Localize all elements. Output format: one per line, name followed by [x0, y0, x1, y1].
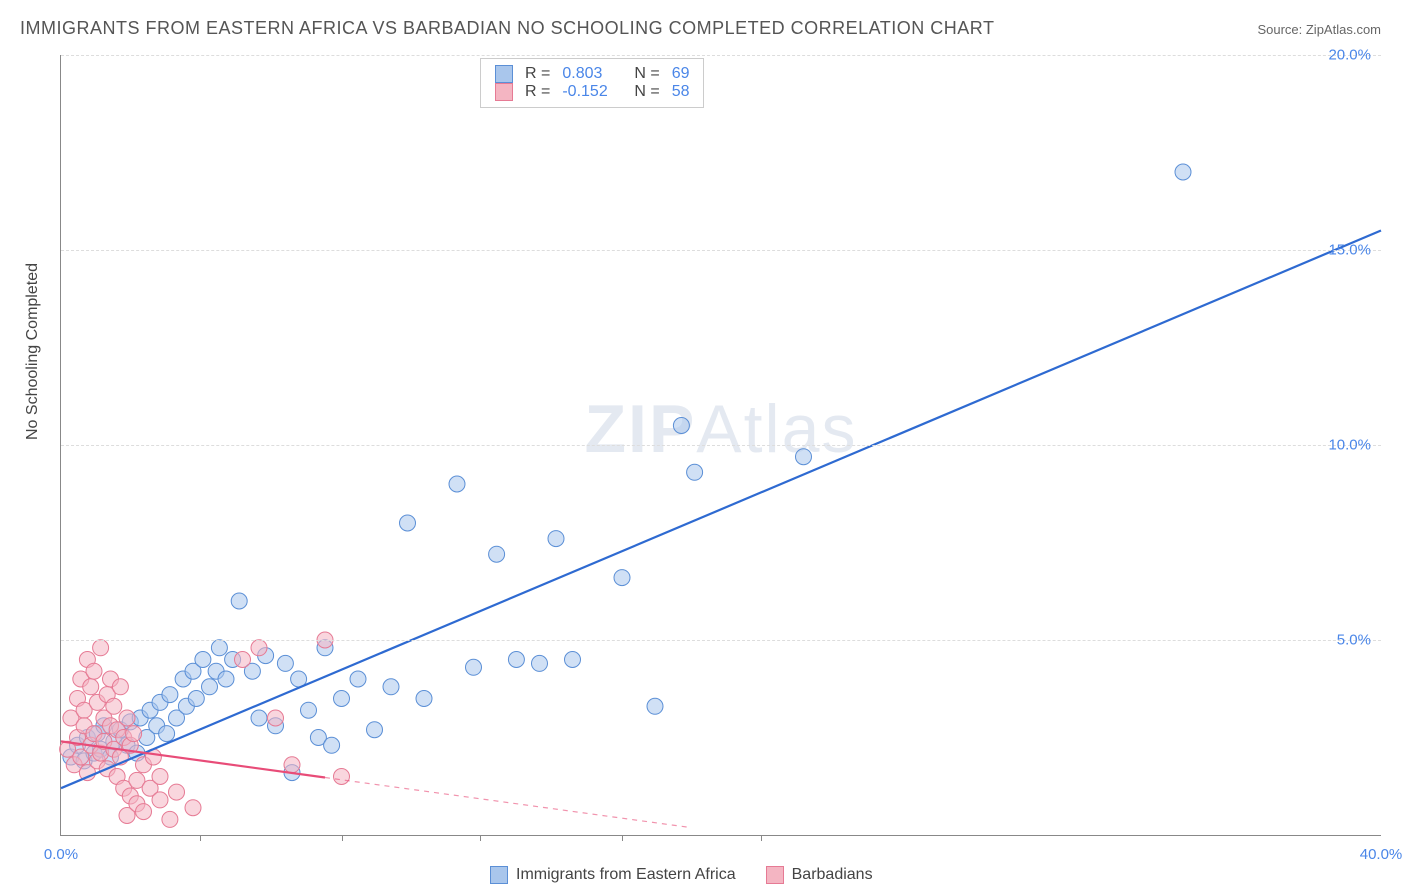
data-point [334, 691, 350, 707]
trend-line [61, 231, 1381, 789]
data-point [416, 691, 432, 707]
data-point [383, 679, 399, 695]
data-point [119, 710, 135, 726]
data-point [334, 769, 350, 785]
gridline [61, 250, 1381, 251]
data-point [508, 652, 524, 668]
data-point [548, 531, 564, 547]
x-tick-mark [622, 835, 623, 841]
data-point [647, 698, 663, 714]
legend-swatch [490, 866, 508, 884]
data-point [614, 570, 630, 586]
data-point [83, 679, 99, 695]
data-point [1175, 164, 1191, 180]
y-tick-label: 5.0% [1337, 632, 1371, 649]
data-point [277, 655, 293, 671]
data-point [350, 671, 366, 687]
x-tick-mark [480, 835, 481, 841]
data-point [211, 640, 227, 656]
legend-label: Immigrants from Eastern Africa [516, 866, 736, 884]
data-point [231, 593, 247, 609]
data-point [106, 698, 122, 714]
y-axis-label: No Schooling Completed [24, 263, 42, 440]
legend-item: Barbadians [766, 866, 873, 884]
legend-swatch [495, 65, 513, 83]
source-label: Source: ZipAtlas.com [1257, 22, 1381, 37]
data-point [86, 663, 102, 679]
data-point [185, 800, 201, 816]
data-point [673, 418, 689, 434]
legend-correlation: R = 0.803 N = 69 R = -0.152 N = 58 [480, 58, 704, 108]
data-point [251, 640, 267, 656]
data-point [202, 679, 218, 695]
x-tick-label: 40.0% [1360, 846, 1403, 863]
data-point [324, 737, 340, 753]
legend-item: Immigrants from Eastern Africa [490, 866, 736, 884]
data-point [268, 710, 284, 726]
gridline [61, 640, 1381, 641]
gridline [61, 55, 1381, 56]
legend-row: R = 0.803 N = 69 [495, 65, 689, 83]
legend-swatch [495, 83, 513, 101]
data-point [796, 449, 812, 465]
data-point [400, 515, 416, 531]
legend-n-label: N = [634, 65, 659, 83]
data-point [367, 722, 383, 738]
data-point [235, 652, 251, 668]
x-tick-mark [342, 835, 343, 841]
data-point [532, 655, 548, 671]
legend-swatch [766, 866, 784, 884]
data-point [152, 769, 168, 785]
data-point [188, 691, 204, 707]
legend-n-value: 69 [672, 65, 690, 83]
data-point [301, 702, 317, 718]
data-point [466, 659, 482, 675]
legend-row: R = -0.152 N = 58 [495, 83, 689, 101]
data-point [112, 679, 128, 695]
data-point [126, 726, 142, 742]
data-point [195, 652, 211, 668]
legend-r-label: R = [525, 83, 550, 101]
legend-n-label: N = [634, 83, 659, 101]
legend-series: Immigrants from Eastern Africa Barbadians [490, 866, 873, 884]
y-tick-label: 20.0% [1328, 47, 1371, 64]
legend-n-value: 58 [672, 83, 690, 101]
data-point [136, 804, 152, 820]
x-tick-mark [200, 835, 201, 841]
data-point [162, 687, 178, 703]
data-point [218, 671, 234, 687]
data-point [489, 546, 505, 562]
legend-label: Barbadians [792, 866, 873, 884]
data-point [159, 726, 175, 742]
y-tick-label: 10.0% [1328, 437, 1371, 454]
legend-r-value: 0.803 [562, 65, 622, 83]
plot-area: ZIPAtlas 5.0%10.0%15.0%20.0%0.0%40.0% [60, 55, 1381, 836]
data-point [169, 784, 185, 800]
legend-r-label: R = [525, 65, 550, 83]
data-point [449, 476, 465, 492]
data-point [93, 640, 109, 656]
legend-r-value: -0.152 [562, 83, 622, 101]
chart-title: IMMIGRANTS FROM EASTERN AFRICA VS BARBAD… [20, 18, 994, 39]
y-tick-label: 15.0% [1328, 242, 1371, 259]
x-tick-label: 0.0% [44, 846, 78, 863]
data-point [687, 464, 703, 480]
trend-line-dashed [325, 778, 688, 828]
gridline [61, 445, 1381, 446]
data-point [284, 757, 300, 773]
data-point [251, 710, 267, 726]
data-point [162, 811, 178, 827]
x-tick-mark [761, 835, 762, 841]
data-point [565, 652, 581, 668]
data-point [152, 792, 168, 808]
